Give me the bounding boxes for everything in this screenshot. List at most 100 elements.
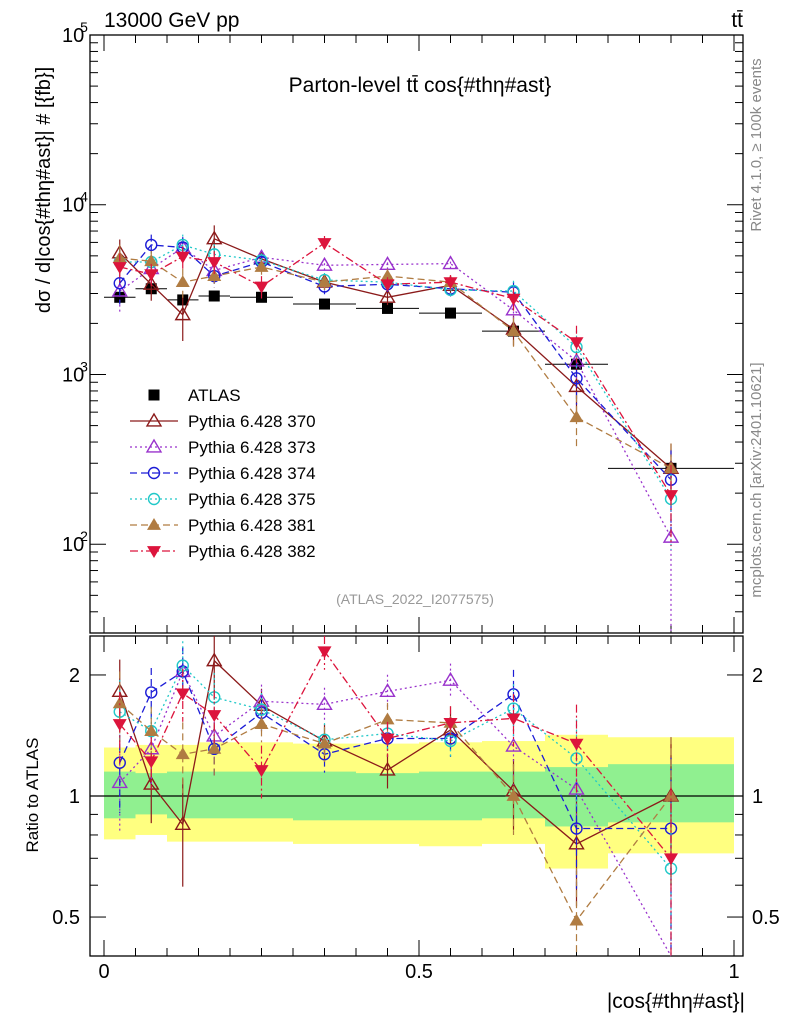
pythia-6-428-381-ratio-point <box>144 724 159 737</box>
ratio-y-tick-label: 0.5 <box>52 907 80 929</box>
pythia-6-428-374-ratio-point <box>145 686 158 699</box>
atlas-point <box>114 291 126 303</box>
pythia-6-428-382-ratio-point <box>144 756 159 769</box>
pythia-6-428-381-ratio-point <box>317 736 332 749</box>
main-title: Parton-level tt̄ cos{#thη#ast} <box>289 74 552 97</box>
legend-marker <box>147 518 161 530</box>
pythia-6-428-382-ratio-point <box>664 853 678 866</box>
legend-item-pythia-6-428-375: Pythia 6.428 375 <box>130 490 316 509</box>
pythia-6-428-374-point <box>145 238 158 252</box>
main-y-tick-exponent: 5 <box>80 19 88 35</box>
pythia-6-428-370-ratio-point <box>379 761 396 776</box>
legend-marker <box>145 438 163 453</box>
pythia-6-428-370-point <box>379 288 396 303</box>
x-axis-label: |cos{#thη#ast}| <box>607 990 745 1013</box>
pythia-6-428-382-point <box>443 277 458 290</box>
legend-marker <box>147 466 161 480</box>
pythia-6-428-381-ratio-point <box>569 913 584 926</box>
pythia-6-428-382-ratio-point <box>506 713 521 726</box>
pythia-6-428-373-point <box>111 282 128 297</box>
legend-marker <box>147 492 161 506</box>
ratio-y-tick-label: 2 <box>69 665 80 687</box>
main-plot-border <box>89 34 744 634</box>
pythia-6-428-381-point <box>506 324 521 337</box>
pythia-6-428-381-point <box>207 269 222 281</box>
side-text-top: Rivet 4.1.0, ≥ 100k events <box>748 58 765 231</box>
pythia-6-428-373-ratio-line <box>119 669 672 957</box>
pythia-6-428-373-point <box>505 301 522 316</box>
main-y-tick-exponent: 2 <box>80 528 88 544</box>
pythia-6-428-374-point <box>570 372 583 385</box>
series-pythia-6-428-381 <box>112 244 678 506</box>
pythia-6-428-373-ratio-point <box>379 683 396 698</box>
legend-item-pythia-6-428-373: Pythia 6.428 373 <box>130 438 316 457</box>
pythia-6-428-374-line <box>119 244 672 481</box>
ratio-y-tick-label-right: 0.5 <box>752 907 780 929</box>
legend-marker <box>147 546 161 558</box>
legend-item-pythia-6-428-370: Pythia 6.428 370 <box>130 412 316 431</box>
pythia-6-428-373-ratio-point <box>442 671 459 686</box>
pythia-6-428-373-ratio-point <box>316 695 333 710</box>
pythia-6-428-370-ratio-point <box>206 652 223 667</box>
pythia-6-428-373-ratio-point <box>505 737 522 752</box>
pythia-6-428-382-point <box>380 279 395 292</box>
pythia-6-428-381-ratio-point <box>112 696 127 709</box>
main-y-tick-label: 10 <box>62 534 84 556</box>
pythia-6-428-382-point <box>144 269 159 282</box>
pythia-6-428-373-ratio-point <box>111 774 128 789</box>
pythia-6-428-382-ratio-point <box>443 717 458 730</box>
legend: ATLAS Pythia 6.428 370 Pythia 6.428 373 Pyt… <box>130 386 316 561</box>
series-pythia-6-428-374 <box>113 234 678 531</box>
pythia-6-428-382-line <box>119 242 672 496</box>
pythia-6-428-381-point <box>380 269 395 281</box>
pythia-6-428-373-point <box>442 255 459 270</box>
pythia-6-428-382-point <box>254 281 269 294</box>
process-label: tt̄ <box>731 9 743 32</box>
pythia-6-428-370-point <box>206 230 223 245</box>
pythia-6-428-381-point <box>254 259 269 272</box>
pythia-6-428-382-point <box>506 293 521 306</box>
main-y-tick-exponent: 4 <box>80 189 88 205</box>
pythia-6-428-375-line <box>119 244 672 500</box>
atlas-point <box>208 290 220 302</box>
analysis-id: (ATLAS_2022_I2077575) <box>336 591 494 607</box>
ratio-y-axis-label: Ratio to ATLAS <box>23 738 42 853</box>
pythia-6-428-382-point <box>569 337 584 350</box>
pythia-6-428-381-ratio-point <box>207 741 222 754</box>
legend-item-pythia-6-428-374: Pythia 6.428 374 <box>130 464 316 483</box>
pythia-6-428-370-line <box>119 237 672 469</box>
series-pythia-6-428-373 <box>111 237 680 633</box>
pythia-6-428-381-point <box>569 410 584 423</box>
legend-label: Pythia 6.428 375 <box>188 490 316 509</box>
pythia-6-428-382-point <box>207 257 222 269</box>
pythia-6-428-381-ratio-point <box>380 712 395 725</box>
legend-label: Pythia 6.428 381 <box>188 516 316 535</box>
atlas-point <box>445 307 456 319</box>
pythia-6-428-375-ratio-line <box>119 664 672 869</box>
pythia-6-428-373-point <box>316 256 333 271</box>
pythia-6-428-374-point <box>113 277 126 290</box>
pythia-6-428-382-point <box>112 262 127 274</box>
ratio-panel-series <box>111 636 680 957</box>
legend-item-pythia-6-428-382: Pythia 6.428 382 <box>130 542 316 561</box>
ratio-y-tick-label-right: 1 <box>752 786 763 808</box>
x-tick-label: 0.5 <box>405 961 433 983</box>
pythia-6-428-370-ratio-point <box>174 815 191 830</box>
legend-label: Pythia 6.428 373 <box>188 438 316 457</box>
pythia-6-428-370-point <box>143 275 160 290</box>
pythia-6-428-382-ratio-point <box>254 765 269 778</box>
series-pythia-6-428-382 <box>112 235 678 547</box>
pythia-6-428-382-ratio-point <box>380 733 395 746</box>
legend-label: ATLAS <box>188 386 241 405</box>
pythia-6-428-382-point <box>664 490 678 503</box>
pythia-6-428-381-point <box>144 254 159 267</box>
pythia-6-428-375-ratio-point <box>255 703 268 716</box>
ratio-uncertainty-bands <box>90 734 743 869</box>
pythia-6-428-382-ratio-point <box>175 688 190 701</box>
main-y-axis-label: dσ / d|cos{#thη#ast}| # [{fb}] <box>33 67 55 313</box>
pythia-6-428-381-point <box>317 275 332 288</box>
legend-item-pythia-6-428-381: Pythia 6.428 381 <box>130 516 316 535</box>
ratio-panel-frame: 0.5 0.5 1 1 2 2 0 0.5 1 <box>52 35 780 983</box>
